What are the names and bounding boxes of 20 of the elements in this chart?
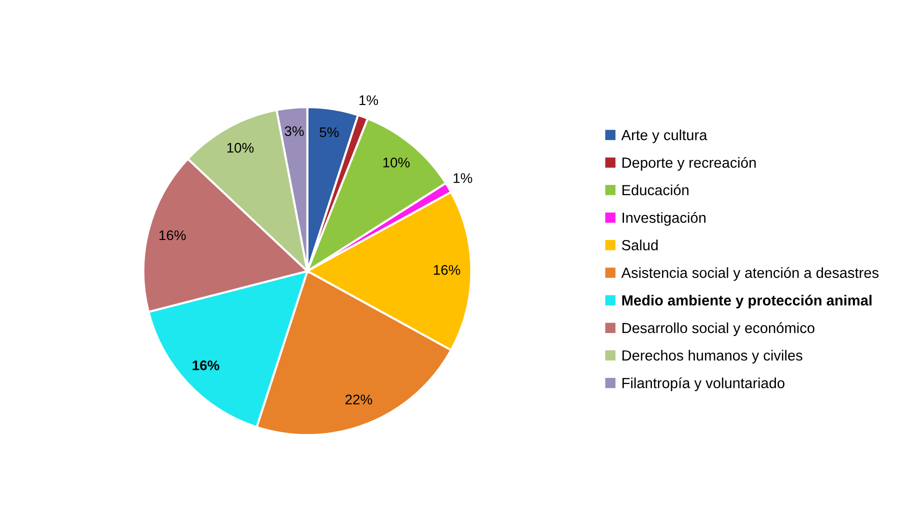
legend-label: Salud (622, 240, 658, 250)
legend-label: Educación (622, 184, 688, 196)
legend-label: Arte y cultura (621, 130, 708, 144)
data-label: 10% (227, 142, 254, 153)
data-label: 5% (320, 127, 339, 138)
data-label: 1% (454, 173, 472, 183)
data-label: 1% (359, 95, 378, 106)
legend-label: Investigación (622, 212, 706, 226)
data-label: 16% (160, 230, 186, 240)
data-label: 16% (434, 265, 460, 275)
data-label: 22% (345, 394, 372, 404)
legend-label: Derechos humanos y civiles (622, 350, 802, 364)
legend-label: Filantropía y voluntariado (622, 377, 784, 392)
data-label: 16% (192, 360, 220, 370)
legend-label: Asistencia social y atención a desastres (621, 267, 879, 281)
legend-label: Medio ambiente y protección animal (622, 294, 872, 308)
data-label: 10% (383, 158, 410, 168)
legend-label: Deporte y recreación (622, 156, 756, 171)
data-label: 3% (284, 126, 304, 136)
legend-label: Desarrollo social y económico (622, 322, 814, 336)
